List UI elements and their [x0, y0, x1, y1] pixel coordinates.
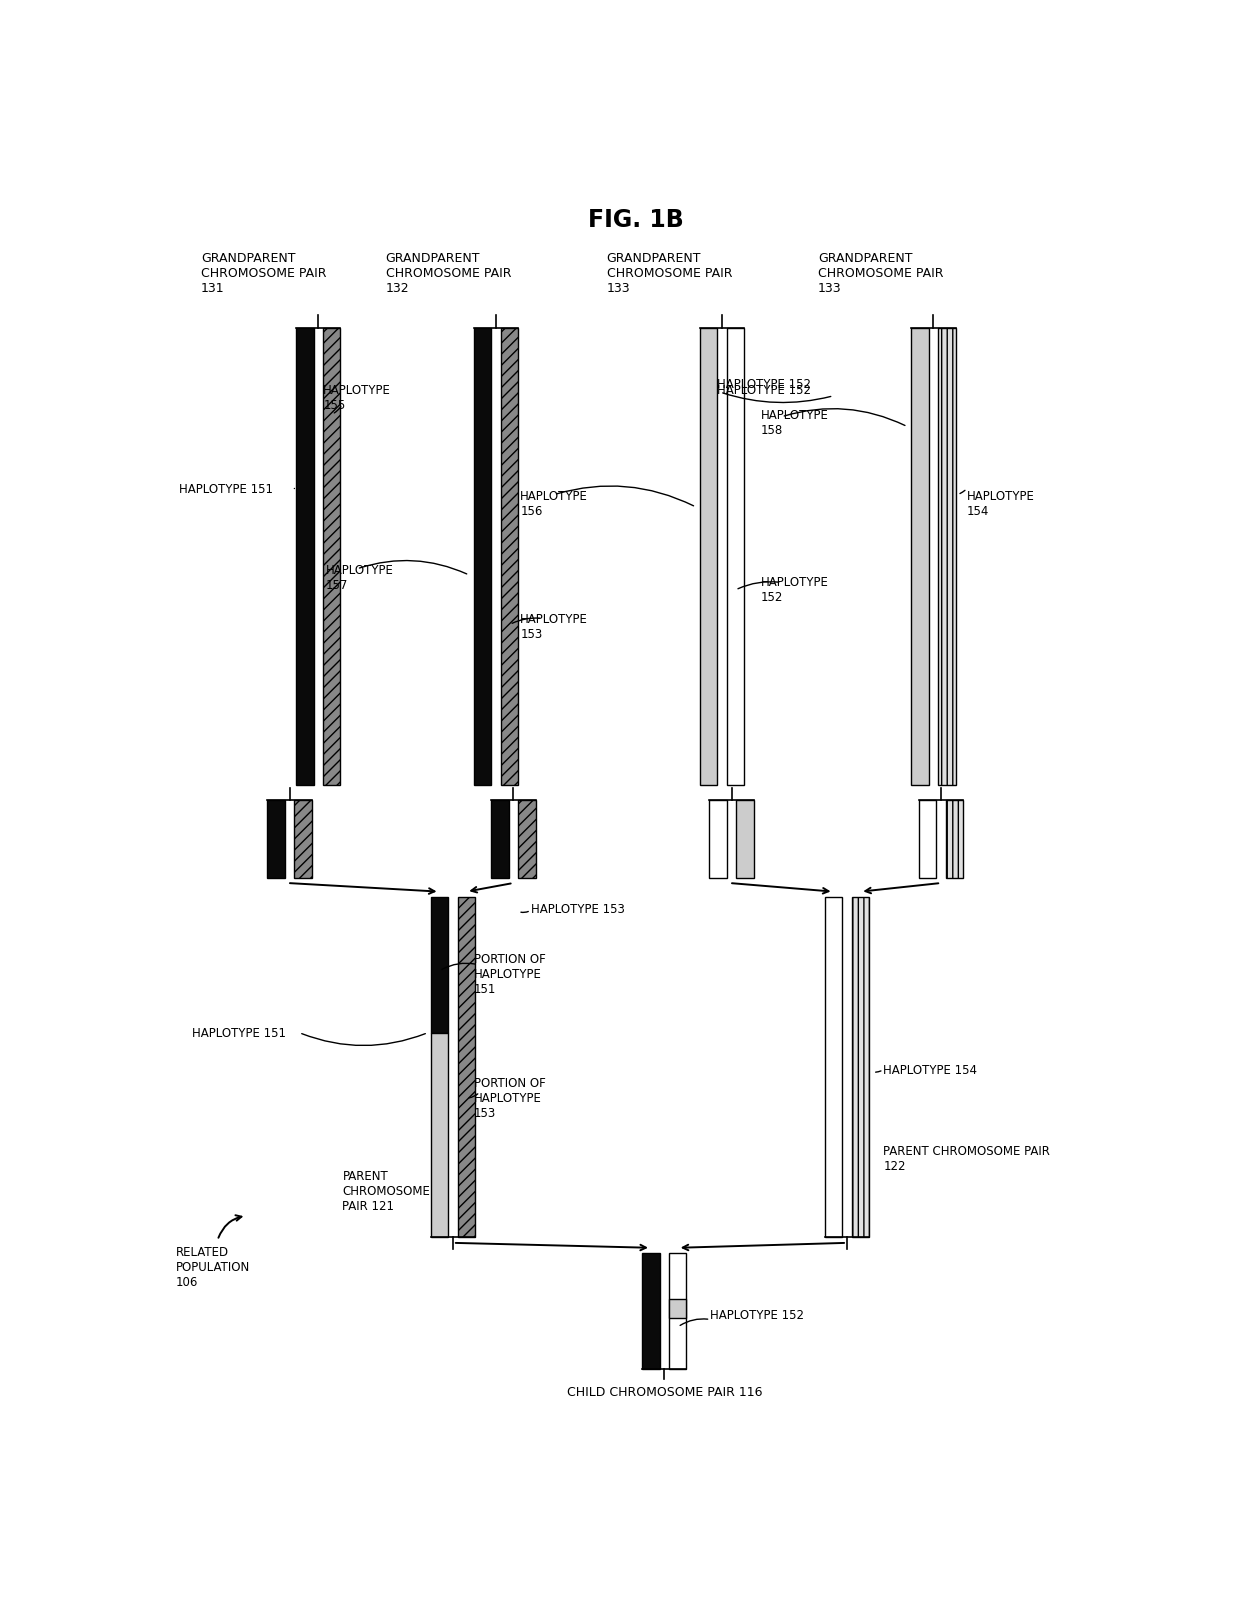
- Bar: [491, 801, 508, 878]
- Text: PARENT
CHROMOSOME
PAIR 121: PARENT CHROMOSOME PAIR 121: [342, 1168, 430, 1212]
- Bar: [296, 329, 314, 786]
- Bar: [670, 1254, 687, 1369]
- Text: PARENT CHROMOSOME PAIR
122: PARENT CHROMOSOME PAIR 122: [883, 1144, 1050, 1172]
- Bar: [699, 329, 717, 786]
- Text: HAPLOTYPE 151: HAPLOTYPE 151: [191, 1027, 285, 1040]
- Bar: [268, 801, 285, 878]
- Text: PORTION OF
HAPLOTYPE
151: PORTION OF HAPLOTYPE 151: [474, 953, 546, 995]
- Text: CHILD CHROMOSOME PAIR 116: CHILD CHROMOSOME PAIR 116: [567, 1385, 763, 1398]
- Text: HAPLOTYPE
154: HAPLOTYPE 154: [967, 490, 1035, 517]
- Text: HAPLOTYPE 152: HAPLOTYPE 152: [711, 1308, 805, 1321]
- Bar: [518, 801, 536, 878]
- Bar: [919, 801, 936, 878]
- Text: GRANDPARENT
CHROMOSOME PAIR
133: GRANDPARENT CHROMOSOME PAIR 133: [818, 252, 944, 295]
- Bar: [430, 1034, 448, 1237]
- Text: HAPLOTYPE
155: HAPLOTYPE 155: [324, 384, 391, 412]
- Bar: [458, 897, 475, 1237]
- Text: HAPLOTYPE
157: HAPLOTYPE 157: [326, 563, 394, 591]
- Bar: [294, 801, 311, 878]
- Text: FIG. 1B: FIG. 1B: [588, 207, 683, 231]
- Bar: [474, 329, 491, 786]
- Bar: [324, 329, 341, 786]
- Bar: [852, 897, 869, 1237]
- Bar: [670, 1300, 687, 1318]
- Text: HAPLOTYPE
152: HAPLOTYPE 152: [760, 576, 828, 603]
- Bar: [642, 1254, 660, 1369]
- Bar: [501, 329, 518, 786]
- Text: HAPLOTYPE 154: HAPLOTYPE 154: [883, 1064, 977, 1077]
- Text: HAPLOTYPE
158: HAPLOTYPE 158: [760, 409, 828, 437]
- Text: HAPLOTYPE
156: HAPLOTYPE 156: [521, 490, 588, 517]
- Text: HAPLOTYPE 151: HAPLOTYPE 151: [179, 483, 273, 496]
- Text: HAPLOTYPE 152: HAPLOTYPE 152: [717, 377, 811, 390]
- Bar: [939, 329, 956, 786]
- Text: GRANDPARENT
CHROMOSOME PAIR
132: GRANDPARENT CHROMOSOME PAIR 132: [386, 252, 511, 295]
- Bar: [727, 329, 744, 786]
- Bar: [911, 329, 929, 786]
- Text: GRANDPARENT
CHROMOSOME PAIR
131: GRANDPARENT CHROMOSOME PAIR 131: [201, 252, 326, 295]
- Bar: [737, 801, 754, 878]
- Bar: [430, 897, 448, 1034]
- Text: HAPLOTYPE 152: HAPLOTYPE 152: [717, 384, 811, 396]
- Bar: [709, 801, 727, 878]
- Text: RELATED
POPULATION
106: RELATED POPULATION 106: [176, 1245, 250, 1289]
- Text: PORTION OF
HAPLOTYPE
153: PORTION OF HAPLOTYPE 153: [474, 1077, 546, 1119]
- Text: HAPLOTYPE
153: HAPLOTYPE 153: [521, 613, 588, 640]
- Text: GRANDPARENT
CHROMOSOME PAIR
133: GRANDPARENT CHROMOSOME PAIR 133: [606, 252, 732, 295]
- Bar: [946, 801, 963, 878]
- Bar: [825, 897, 842, 1237]
- Text: HAPLOTYPE 153: HAPLOTYPE 153: [531, 904, 625, 916]
